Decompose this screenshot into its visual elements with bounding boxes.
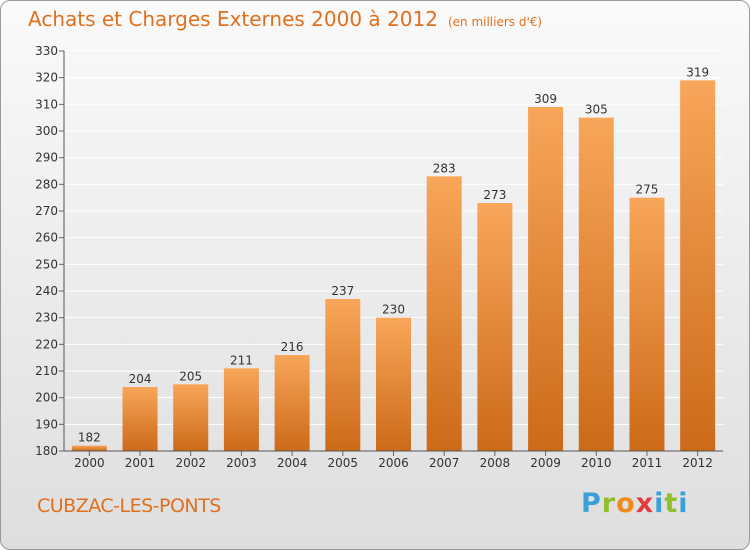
y-tick-label-320: 320: [35, 71, 58, 85]
y-tick-label-230: 230: [35, 311, 58, 325]
commune-name: CUBZAC-LES-PONTS: [37, 495, 221, 517]
bar-2009: [528, 107, 564, 451]
bar-2007: [426, 176, 462, 452]
y-tick-label-200: 200: [35, 391, 58, 405]
logo-letter: i: [678, 488, 689, 519]
y-tick-label-330: 330: [35, 44, 58, 58]
x-tick-label-2004: 2004: [277, 456, 308, 470]
y-tick-label-210: 210: [35, 364, 58, 378]
x-tick-label-2007: 2007: [429, 456, 460, 470]
bar-2011: [629, 197, 665, 451]
logo-letter: i: [654, 488, 665, 519]
bar-2008: [477, 203, 513, 451]
y-tick-label-240: 240: [35, 284, 58, 298]
value-label-2000: 182: [78, 431, 101, 445]
value-label-2001: 204: [129, 372, 152, 386]
logo-letter: r: [601, 488, 617, 519]
y-tick-label-280: 280: [35, 177, 58, 191]
bar-2002: [173, 384, 209, 451]
value-label-2007: 283: [433, 161, 456, 175]
logo-letter: x: [635, 488, 655, 519]
y-tick-label-250: 250: [35, 257, 58, 271]
x-tick-label-2012: 2012: [682, 456, 713, 470]
chart-title: Achats et Charges Externes 2000 à 2012: [28, 7, 438, 31]
bar-2000: [71, 445, 107, 451]
x-tick-label-2003: 2003: [226, 456, 257, 470]
value-label-2009: 309: [534, 92, 557, 106]
bars: [71, 80, 716, 452]
x-tick-label-2005: 2005: [328, 456, 359, 470]
bar-2010: [578, 117, 614, 452]
value-label-2003: 211: [230, 353, 253, 367]
y-tick-label-190: 190: [35, 417, 58, 431]
y-tick-label-220: 220: [35, 337, 58, 351]
logo-letter: o: [616, 488, 636, 519]
y-tick-label-260: 260: [35, 231, 58, 245]
value-label-2005: 237: [331, 284, 354, 298]
y-tick-label-300: 300: [35, 124, 58, 138]
value-label-2006: 230: [382, 303, 405, 317]
x-tick-label-2002: 2002: [175, 456, 206, 470]
x-tick-label-2010: 2010: [581, 456, 612, 470]
proxiti-logo: Proxiti: [581, 488, 689, 519]
x-tick-label-2009: 2009: [530, 456, 561, 470]
x-tick-label-2000: 2000: [74, 456, 105, 470]
y-tick-label-310: 310: [35, 97, 58, 111]
title-row: Achats et Charges Externes 2000 à 2012 (e…: [28, 7, 542, 31]
data-labels: 182 204 205 211 216 237 230 283 273 309 305 275 319: [78, 65, 709, 444]
x-tick-label-2008: 2008: [480, 456, 511, 470]
value-label-2002: 205: [179, 369, 202, 383]
value-label-2011: 275: [636, 183, 659, 197]
value-label-2010: 305: [585, 103, 608, 117]
logo-letter: P: [581, 488, 602, 519]
bar-2012: [680, 80, 716, 451]
bar-2006: [376, 317, 411, 451]
x-tick-label-2001: 2001: [125, 456, 156, 470]
x-tick-label-2011: 2011: [632, 456, 663, 470]
y-tick-label-290: 290: [35, 151, 58, 165]
chart-unit: (en milliers d'€): [447, 15, 543, 29]
y-tick-label-270: 270: [35, 204, 58, 218]
logo-letter: t: [664, 488, 679, 519]
bar-2005: [325, 299, 361, 451]
value-label-2004: 216: [281, 340, 304, 354]
axes: 180 190 200 210 220 230 240 250 260 270 280 290 300 3…: [35, 44, 723, 470]
bar-2001: [122, 387, 158, 451]
value-label-2008: 273: [483, 188, 506, 202]
x-tick-label-2006: 2006: [378, 456, 409, 470]
y-tick-label-180: 180: [35, 444, 58, 458]
bar-2003: [223, 368, 259, 451]
value-label-2012: 319: [686, 65, 709, 79]
bar-2004: [274, 355, 310, 451]
